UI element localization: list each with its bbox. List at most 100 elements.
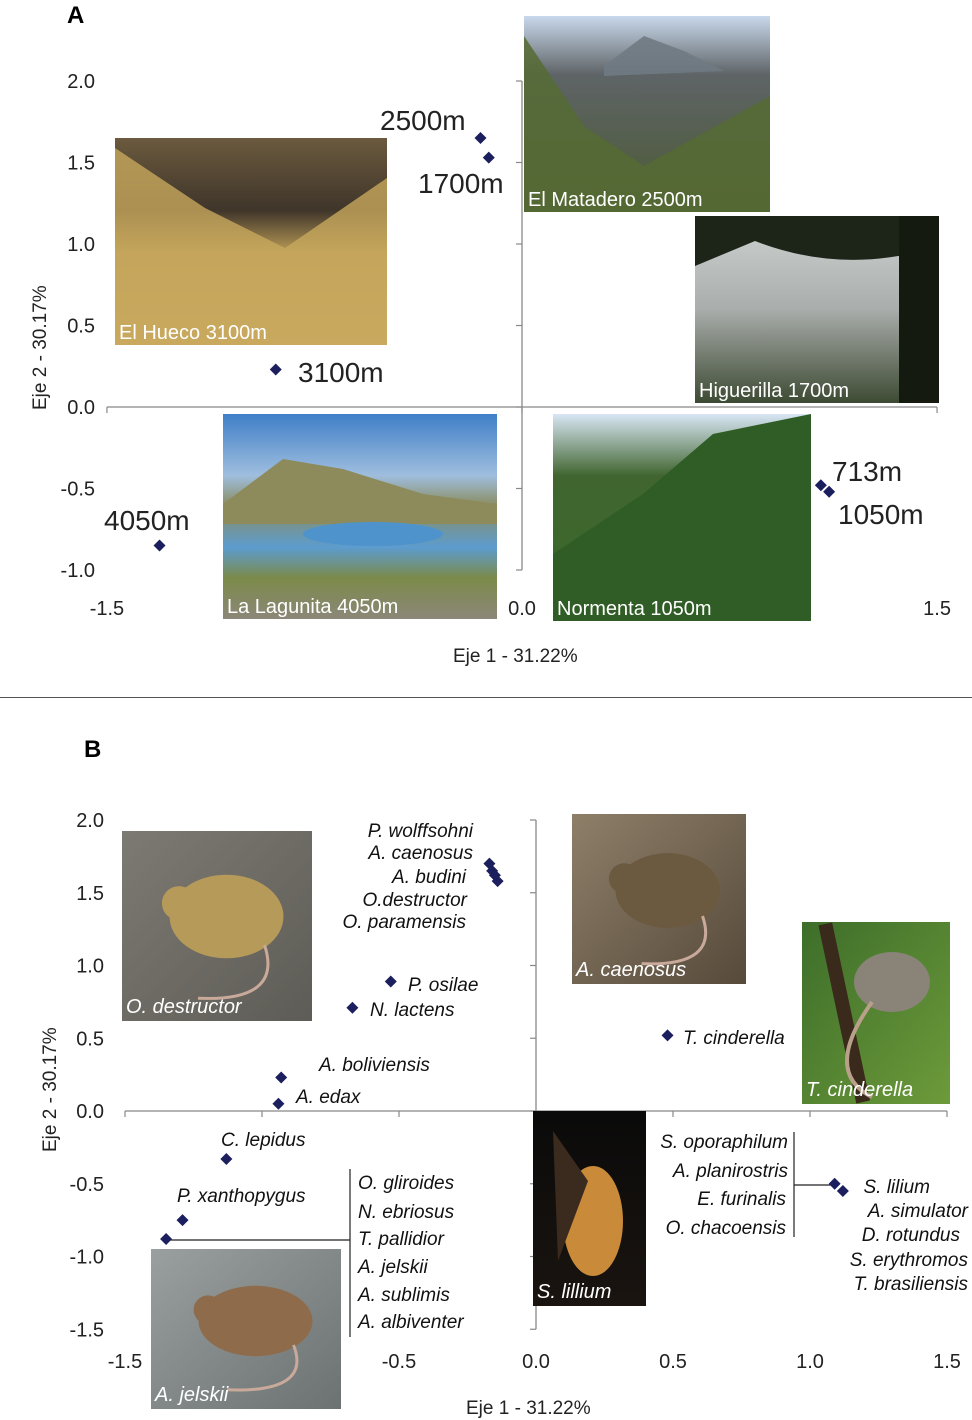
species-photo: A. jelskii <box>151 1249 341 1409</box>
data-point-marker <box>823 485 836 498</box>
species-photo: T. cinderella <box>802 922 950 1104</box>
y-tick-label: 1.0 <box>76 956 104 978</box>
species-label-p-osilae: P. osilae <box>408 975 478 996</box>
species-label-a-edax: A. edax <box>295 1087 362 1108</box>
x-axis-label-a: Eje 1 - 31.22% <box>453 646 578 667</box>
photo-caption: A. caenosus <box>575 959 686 981</box>
species-label: A. planirostris <box>672 1161 789 1182</box>
species-label: T. brasiliensis <box>854 1274 969 1295</box>
data-point-marker <box>275 1071 288 1084</box>
x-tick-label: -1.5 <box>90 598 124 620</box>
photo-caption: El Matadero 2500m <box>528 189 703 211</box>
chart-a: -1.5 0.0 1.5 2.0 1.5 1.0 0.5 0.0 -0.5 -1.0 El Hue… <box>30 16 951 667</box>
photos-b: O. destructor A. caenosus T. cinderella S. … <box>122 814 950 1409</box>
data-point-marker <box>474 132 487 145</box>
data-point-marker <box>153 539 166 552</box>
label-3100m: 3100m <box>298 357 384 388</box>
panel-b-letter: B <box>84 736 102 763</box>
y-tick-label: 0.0 <box>67 397 95 419</box>
species-label: A. budini <box>391 867 467 888</box>
species-label: O. gliroides <box>358 1173 455 1194</box>
y-tick-label: 1.5 <box>76 883 104 905</box>
y-tick-label: -1.0 <box>61 560 95 582</box>
data-point-marker <box>661 1029 674 1042</box>
species-label: D. rotundus <box>862 1225 961 1246</box>
photo-caption: O. destructor <box>126 996 243 1018</box>
data-point-marker <box>483 857 496 870</box>
species-label: O. paramensis <box>342 912 466 933</box>
data-point-marker <box>176 1214 189 1227</box>
points-a <box>153 132 836 552</box>
data-point-marker <box>384 975 397 988</box>
y-tick-label: -1.0 <box>70 1247 104 1269</box>
site-photo: Higuerilla 1700m <box>695 216 939 403</box>
axes-a: -1.5 0.0 1.5 2.0 1.5 1.0 0.5 0.0 -0.5 -1.0 <box>61 71 951 620</box>
photos-a: El Hueco 3100m El Matadero 2500m Higuerill… <box>115 16 939 621</box>
x-tick-label: 1.5 <box>923 598 951 620</box>
species-label: S. lilium <box>863 1177 930 1198</box>
y-tick-label: -1.5 <box>70 1319 104 1341</box>
photo-caption: El Hueco 3100m <box>119 322 267 344</box>
species-photo: O. destructor <box>122 831 312 1021</box>
chart-b: -1.5 -1.0 -0.5 0.0 0.5 1.0 1.5 2.0 1.5 1.0 0.5 0.0 -… <box>40 810 969 1419</box>
photo-caption: Normenta 1050m <box>557 598 712 620</box>
species-photo: A. caenosus <box>572 814 746 984</box>
x-axis-label-b: Eje 1 - 31.22% <box>466 1398 591 1419</box>
species-label: T. pallidior <box>358 1229 445 1250</box>
y-tick-label: 2.0 <box>67 71 95 93</box>
x-tick-label: 0.5 <box>659 1351 687 1373</box>
data-point-marker <box>836 1185 849 1198</box>
species-label: A. caenosus <box>367 843 473 864</box>
labels-b: P. wolffsohni A. caenosus A. budini O.de… <box>177 821 969 1333</box>
site-photo: La Lagunita 4050m <box>223 414 497 619</box>
panel-a-letter: A <box>67 2 85 29</box>
data-point-marker <box>272 1097 285 1110</box>
site-photo: El Hueco 3100m <box>115 138 387 345</box>
species-label-c-lepidus: C. lepidus <box>221 1130 306 1151</box>
y-axis-label-b: Eje 2 - 30.17% <box>40 1027 61 1152</box>
data-point-marker <box>269 363 282 376</box>
label-4050m: 4050m <box>104 505 190 536</box>
species-label: A. albiventer <box>357 1312 464 1333</box>
data-point-marker <box>482 151 495 164</box>
photo-caption: A. jelskii <box>154 1384 229 1406</box>
data-point-marker <box>491 875 504 888</box>
labels-a: 2500m 1700m 3100m 4050m 713m 1050m <box>104 105 924 536</box>
x-tick-label: -1.5 <box>108 1351 142 1373</box>
species-label: P. wolffsohni <box>368 821 474 842</box>
label-713m: 713m <box>832 456 902 487</box>
x-tick-label: 1.5 <box>933 1351 961 1373</box>
y-tick-label: 0.0 <box>76 1101 104 1123</box>
y-axis-label-a: Eje 2 - 30.17% <box>30 285 51 410</box>
photo-caption: S. lillium <box>537 1281 611 1303</box>
site-photo: Normenta 1050m <box>553 414 811 621</box>
label-1700m: 1700m <box>418 168 504 199</box>
photo-caption: Higuerilla 1700m <box>699 380 849 402</box>
species-label-p-xanthopygus: P. xanthopygus <box>177 1186 306 1207</box>
y-tick-label: -0.5 <box>61 479 95 501</box>
panel-divider <box>0 697 972 698</box>
brackets-b <box>168 1132 834 1337</box>
site-photo: El Matadero 2500m <box>524 16 770 212</box>
y-tick-label: 1.0 <box>67 234 95 256</box>
species-label-n-lactens: N. lactens <box>370 1000 455 1021</box>
species-label: O. chacoensis <box>666 1218 787 1239</box>
data-point-marker <box>220 1153 233 1166</box>
species-label: A. jelskii <box>357 1257 428 1278</box>
y-tick-label: 0.5 <box>76 1028 104 1050</box>
points-b <box>160 857 849 1246</box>
species-photo: S. lillium <box>533 1111 646 1306</box>
species-label: A. simulator <box>867 1201 969 1222</box>
y-tick-label: 2.0 <box>76 810 104 832</box>
photo-caption: T. cinderella <box>806 1079 913 1101</box>
species-label: O.destructor <box>362 890 467 911</box>
x-tick-label: -0.5 <box>382 1351 416 1373</box>
species-label: S. oporaphilum <box>660 1132 788 1153</box>
species-label-t-cinderella: T. cinderella <box>683 1028 785 1049</box>
x-tick-label: 0.0 <box>522 1351 550 1373</box>
species-label-a-boliviensis: A. boliviensis <box>318 1055 430 1076</box>
species-label: A. sublimis <box>357 1285 450 1306</box>
data-point-marker <box>828 1177 841 1190</box>
data-point-marker <box>814 479 827 492</box>
y-tick-label: -0.5 <box>70 1174 104 1196</box>
